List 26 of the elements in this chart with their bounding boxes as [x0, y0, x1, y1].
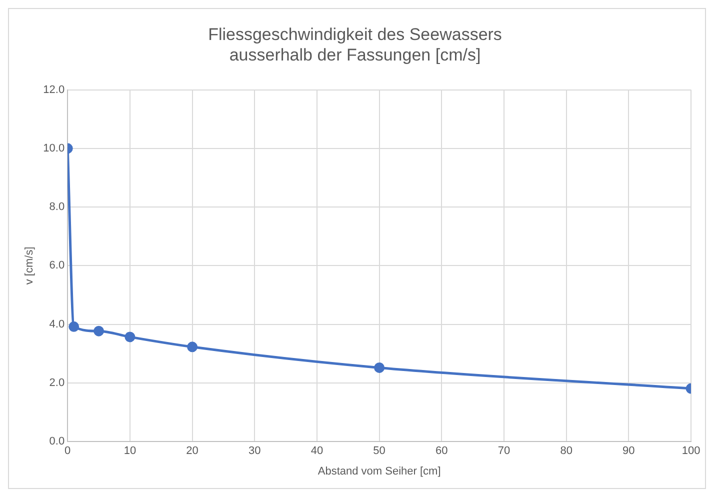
point: [187, 342, 198, 352]
y-tick-label: 2.0: [49, 377, 65, 389]
point: [94, 326, 104, 336]
x-tick-label: 70: [498, 445, 510, 458]
y-axis-title: v [cm/s]: [24, 246, 36, 285]
y-tick-label: 10.0: [43, 142, 65, 154]
y-tick-label: 12.0: [43, 84, 65, 96]
y-tick-label: 0.0: [49, 436, 65, 448]
x-tick-label: 100: [682, 445, 700, 458]
chart-title: Fliessgeschwindigkeit des Seewassers ausserhalb der Fassungen [cm/s]: [208, 24, 502, 64]
x-tick-label: 60: [436, 445, 448, 458]
x-tick-label: 0: [64, 445, 71, 458]
x-tick-label: 50: [373, 445, 386, 458]
y-tick-label: 4.0: [49, 318, 65, 330]
y-tick-label: 8.0: [49, 201, 65, 214]
x-axis-title: Abstand vom Seiher [cm]: [318, 465, 441, 478]
x-tick-label: 30: [248, 445, 261, 458]
point: [68, 321, 80, 332]
x-tick-label: 20: [186, 445, 198, 458]
y-tick-label: 6.0: [49, 260, 65, 272]
x-tick-label: 40: [310, 445, 324, 458]
point: [124, 332, 136, 342]
x-tick-label: 80: [560, 445, 572, 458]
x-tick-label: 10: [124, 445, 136, 458]
x-tick-label: 90: [622, 445, 635, 458]
point: [374, 362, 385, 373]
